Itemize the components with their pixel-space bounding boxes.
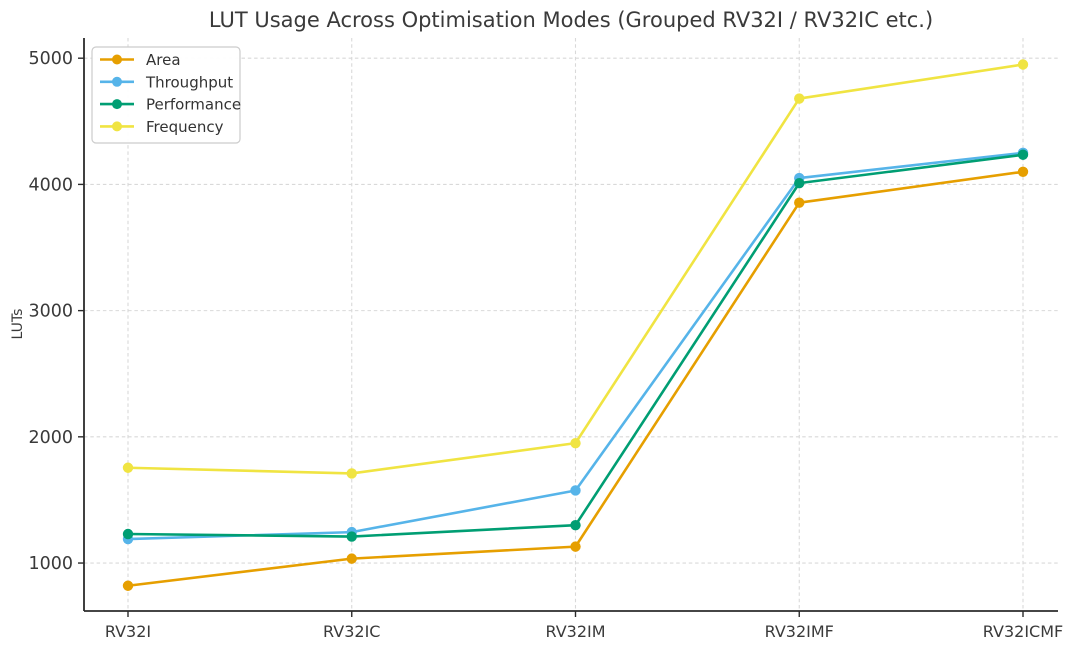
legend-label-performance: Performance: [146, 96, 241, 114]
y-tick-label-1000: 1000: [28, 554, 73, 574]
chart-title: LUT Usage Across Optimisation Modes (Gro…: [209, 8, 933, 32]
legend: Area Throughput Performance Frequency: [91, 46, 241, 144]
point-frequency-rv32im: [570, 437, 581, 449]
legend-swatch-marker-performance: [112, 99, 122, 110]
point-performance-rv32i: [122, 528, 134, 540]
x-tick-label-rv32icmf: RV32ICMF: [983, 622, 1063, 641]
point-performance-rv32ic: [346, 531, 357, 542]
legend-item-area: Area: [100, 51, 181, 69]
axes-layer: 1000 2000 3000 4000 5000 RV32I RV32IC RV32IM RV3…: [28, 38, 1063, 641]
legend-label-frequency: Frequency: [146, 118, 224, 136]
x-tick-label-rv32im: RV32IM: [545, 622, 605, 641]
x-tick-label-rv32imf: RV32IMF: [765, 622, 834, 641]
point-area-rv32imf: [794, 197, 805, 208]
legend-label-throughput: Throughput: [145, 73, 233, 91]
y-axis-label: LUTs: [10, 309, 26, 340]
legend-item-frequency: Frequency: [100, 118, 224, 136]
grid-layer: [84, 38, 1058, 611]
y-tick-label-5000: 5000: [28, 49, 73, 69]
y-tick-label-2000: 2000: [28, 428, 73, 448]
point-performance-rv32imf: [794, 177, 805, 189]
point-area-rv32icmf: [1017, 166, 1029, 177]
point-area-rv32im: [570, 541, 581, 552]
point-throughput-rv32im: [570, 485, 581, 496]
point-frequency-rv32ic: [346, 468, 357, 479]
legend-swatch-marker-frequency: [112, 121, 122, 132]
legend-box: [91, 46, 241, 144]
series-layer: [122, 59, 1029, 591]
point-performance-rv32im: [570, 519, 581, 531]
point-area-rv32i: [122, 580, 134, 591]
legend-label-area: Area: [146, 51, 181, 69]
y-tick-label-4000: 4000: [28, 175, 73, 195]
point-frequency-rv32i: [122, 462, 134, 473]
y-tick-label-3000: 3000: [28, 302, 73, 322]
point-performance-rv32icmf: [1017, 149, 1029, 160]
point-area-rv32ic: [346, 553, 357, 564]
legend-swatch-marker-throughput: [112, 76, 122, 87]
legend-swatch-marker-area: [112, 54, 122, 65]
x-tick-label-rv32ic: RV32IC: [323, 622, 380, 641]
legend-item-throughput: Throughput: [100, 73, 233, 91]
point-frequency-rv32icmf: [1017, 59, 1029, 70]
point-frequency-rv32imf: [794, 93, 805, 104]
legend-item-performance: Performance: [100, 96, 241, 114]
x-tick-label-rv32i: RV32I: [105, 622, 151, 641]
